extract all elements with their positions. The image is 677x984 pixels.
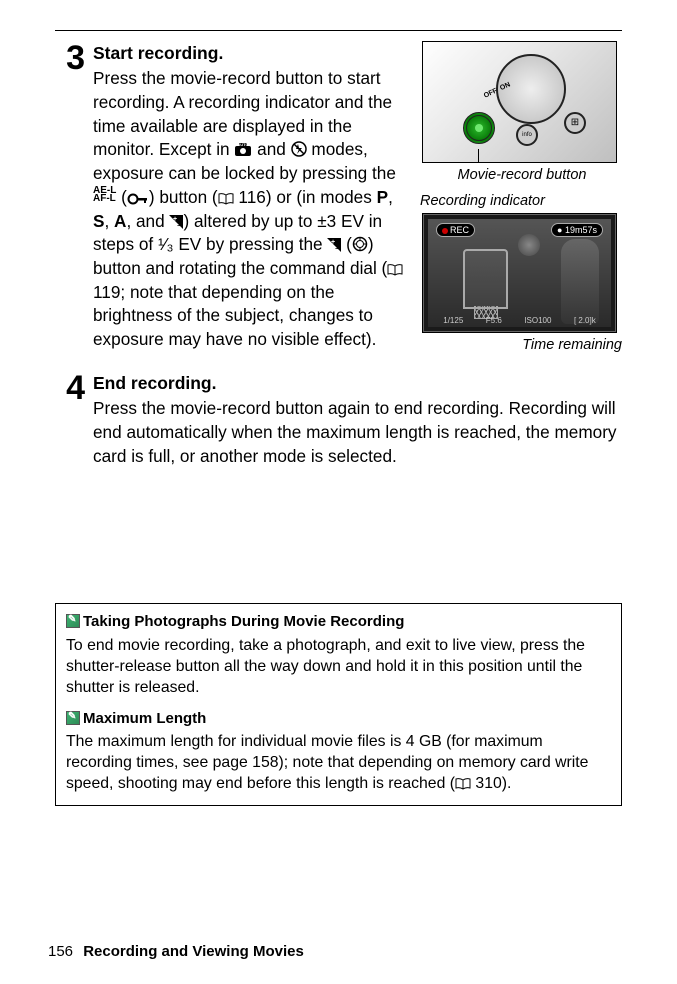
- monitor-illustration: REC ● 19m57s 1/125 F5.6 ISO100 [ 2.0]k: [422, 213, 617, 333]
- no-flash-mode-icon: [291, 141, 307, 157]
- note-body-2: The maximum length for individual movie …: [66, 731, 611, 795]
- c2: ,: [104, 211, 114, 231]
- info-ev: [ 2.0]k: [574, 316, 596, 325]
- mode-a: A: [114, 211, 126, 231]
- svg-text:+: +: [173, 216, 177, 223]
- note-body-1: To end movie recording, take a photograp…: [66, 635, 611, 699]
- caption-movie-record: Movie-record button: [422, 167, 622, 183]
- step-4-title: End recording.: [93, 371, 622, 395]
- step-number-3: 3: [55, 41, 85, 353]
- step-3-content: Start recording. Press the movie-record …: [93, 41, 622, 353]
- basketball-hoop-graphic: [463, 249, 508, 309]
- basketball-graphic: [518, 234, 540, 256]
- info-shutter: 1/125: [443, 316, 463, 325]
- leader-line: [478, 149, 479, 163]
- top-rule: [55, 30, 622, 31]
- s3-e: ) button (: [149, 187, 218, 207]
- svg-text:−: −: [335, 246, 339, 252]
- page-footer: 156 Recording and Viewing Movies: [48, 943, 304, 960]
- svg-text:AUTO: AUTO: [238, 143, 249, 147]
- ev-button-graphic: ⊞: [564, 112, 586, 134]
- step-number-4: 4: [55, 371, 85, 468]
- movie-record-button-graphic: [463, 112, 495, 144]
- ael-icon: AE-LAF-L: [93, 187, 116, 203]
- mode-s: S: [93, 211, 104, 231]
- caption-rec-indicator: Recording indicator: [420, 193, 622, 209]
- step-4-body: Press the movie-record button again to e…: [93, 397, 622, 468]
- step-3: 3 Start recording. Press the movie-recor…: [55, 41, 622, 353]
- lock-key-icon: [127, 193, 149, 205]
- note-icon-2: [66, 711, 80, 725]
- info-button-graphic: info: [516, 124, 538, 146]
- note-title-2: Maximum Length: [66, 709, 611, 729]
- svg-text:+: +: [331, 239, 335, 246]
- note2-title-text: Maximum Length: [83, 710, 206, 727]
- book-ref-icon-2: [387, 264, 403, 276]
- notes-box: Taking Photographs During Movie Recordin…: [55, 603, 622, 805]
- s3-b: and: [252, 139, 290, 159]
- info-aperture: F5.6: [486, 316, 502, 325]
- book-ref-icon: [218, 193, 234, 205]
- c1: ,: [388, 187, 393, 207]
- time-badge: ● 19m57s: [551, 223, 603, 237]
- step-4-text: End recording. Press the movie-record bu…: [93, 371, 622, 468]
- n2b: 310).: [471, 775, 511, 792]
- note1-title-text: Taking Photographs During Movie Recordin…: [83, 613, 404, 630]
- s3-d: (: [116, 187, 127, 207]
- person-graphic: [561, 239, 599, 324]
- note-icon: [66, 614, 80, 628]
- step-3-images: OFF ON info ⊞ Movie-record button Record…: [422, 41, 622, 353]
- s3-r1: 116) or (in modes: [234, 187, 377, 207]
- step-4: 4 End recording. Press the movie-record …: [55, 371, 622, 468]
- svg-text:−: −: [177, 223, 181, 229]
- manual-exp-icon: +−: [169, 215, 183, 229]
- book-ref-icon-3: [455, 778, 471, 790]
- auto-mode-icon: AUTO: [234, 143, 252, 157]
- step-3-title: Start recording.: [93, 41, 412, 65]
- step-4-content: End recording. Press the movie-record bu…: [93, 371, 622, 468]
- step-3-body: Press the movie-record button to start r…: [93, 67, 412, 352]
- camera-illustration: OFF ON info ⊞: [422, 41, 617, 163]
- caption-time-remaining: Time remaining: [422, 337, 622, 353]
- s3-f: , and: [126, 211, 169, 231]
- note-title-1: Taking Photographs During Movie Recordin…: [66, 612, 611, 632]
- info-iso: ISO100: [524, 316, 551, 325]
- exp-comp-icon: +−: [327, 238, 341, 252]
- dial-icon: [352, 236, 368, 252]
- camera-top-view: OFF ON info ⊞: [423, 42, 616, 162]
- monitor-info-bar: 1/125 F5.6 ISO100 [ 2.0]k: [428, 316, 611, 325]
- step-3-text: Start recording. Press the movie-record …: [93, 41, 422, 353]
- rec-badge: REC: [436, 223, 475, 237]
- mode-p: P: [377, 187, 388, 207]
- s3-r2: 119; note that depending on the brightne…: [93, 282, 376, 349]
- footer-title: Recording and Viewing Movies: [83, 943, 304, 960]
- s3-h: (: [341, 234, 352, 254]
- page-number: 156: [48, 943, 73, 960]
